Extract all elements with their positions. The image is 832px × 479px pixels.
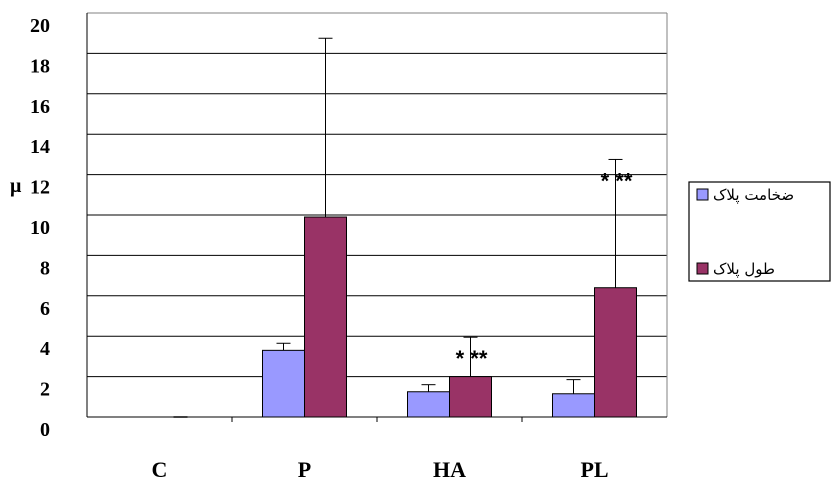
legend-swatch: [696, 262, 709, 275]
x-tick-label: P: [298, 457, 311, 479]
y-tick-label: 0: [40, 419, 50, 441]
y-tick-labels: 0 2 4 6 8 10 12 14 16 18 20: [30, 15, 50, 441]
y-tick-label: 12: [30, 177, 50, 199]
error-bars: [173, 37, 623, 418]
legend-swatch: [696, 188, 709, 201]
bar-PL-series-2: [594, 287, 637, 418]
y-tick-label: 6: [40, 298, 50, 320]
bar-P-series-2: [304, 216, 347, 418]
legend-box: [688, 181, 831, 282]
gridlines: [87, 12, 667, 378]
legend-label: طول پلاک: [713, 260, 775, 279]
y-tick-label: 14: [30, 136, 50, 158]
bars: [262, 216, 637, 418]
bar-PL-series-1: [552, 393, 595, 418]
y-tick-label: 2: [40, 379, 50, 401]
y-tick-label: 16: [30, 96, 50, 118]
y-tick-label: 10: [30, 217, 50, 239]
bar-P-series-1: [262, 349, 305, 418]
bar-HA-series-1: [407, 391, 450, 418]
y-axis-label: μ: [10, 175, 22, 197]
x-tick-label: PL: [580, 457, 608, 479]
legend-label: ضخامت پلاک: [713, 186, 794, 205]
y-tick-label: 4: [40, 338, 50, 360]
y-tick-label: 18: [30, 55, 50, 77]
y-tick-label: 8: [40, 257, 50, 279]
y-tick-label: 20: [30, 15, 50, 37]
significance-annotation: * **: [456, 346, 488, 371]
bar-HA-series-2: [449, 376, 492, 418]
x-tick-label: HA: [433, 457, 466, 479]
significance-annotation: * **: [601, 168, 633, 193]
annotations: * ** * **: [456, 168, 633, 371]
x-tick-label: C: [152, 457, 168, 479]
x-tick-labels: C P HA PL: [152, 457, 609, 479]
axes: [86, 12, 668, 422]
legend: ضخامت پلاک طول پلاک: [688, 181, 831, 282]
